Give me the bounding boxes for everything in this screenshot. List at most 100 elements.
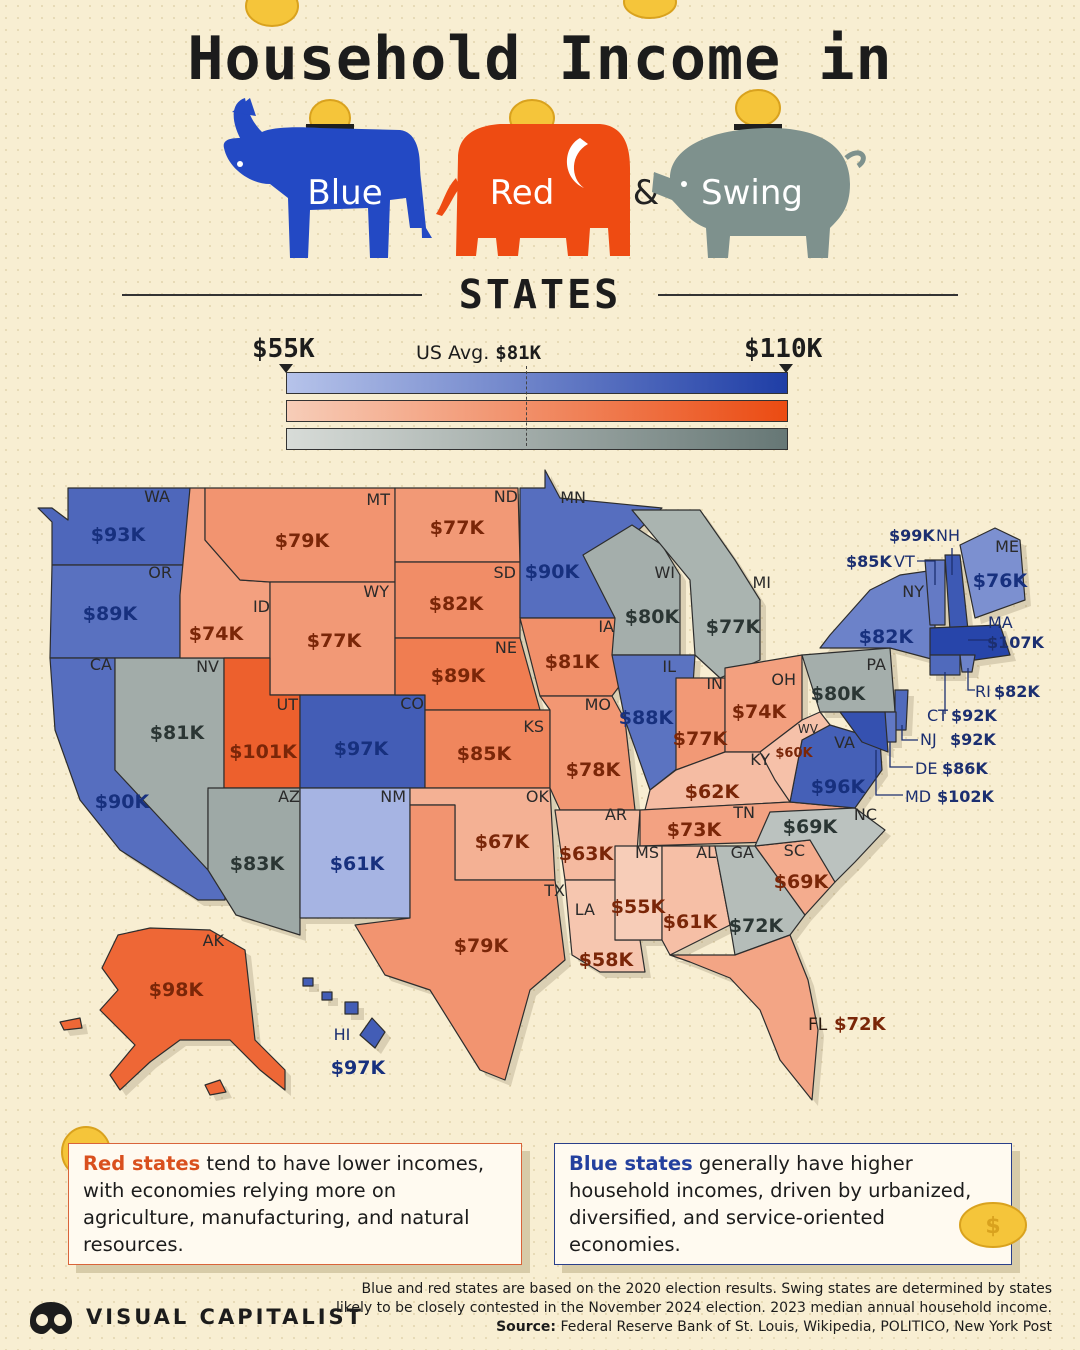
state-income-nc: $69K — [783, 816, 839, 838]
state-abbr-la: LA — [575, 900, 595, 919]
state-abbr-il: IL — [662, 657, 676, 676]
state-abbr-vt: VT — [894, 552, 915, 571]
state-income-ny: $82K — [859, 626, 915, 648]
state-abbr-nd: ND — [494, 487, 518, 506]
state-abbr-id: ID — [253, 597, 270, 616]
avg-text: US Avg. — [416, 342, 489, 364]
state-income-ak: $98K — [149, 979, 205, 1001]
state-income-va: $96K — [811, 776, 867, 798]
state-abbr-oh: OH — [771, 670, 796, 689]
state-ak — [100, 928, 285, 1090]
state-income-id: $74K — [189, 623, 245, 645]
note-blue-highlight: Blue states — [569, 1152, 693, 1175]
coin-icons-top — [0, 0, 1080, 30]
state-abbr-al: AL — [696, 843, 716, 862]
svg-text:$: $ — [985, 1214, 1000, 1239]
state-abbr-ak: AK — [203, 931, 225, 950]
state-abbr-md: MD — [905, 787, 931, 806]
footnote: Blue and red states are based on the 202… — [332, 1280, 1052, 1337]
state-abbr-me: ME — [995, 537, 1019, 556]
state-abbr-in: IN — [706, 674, 723, 693]
state-income-ok: $67K — [475, 831, 531, 853]
note-blue-states: Blue states generally have higher househ… — [554, 1143, 1012, 1265]
coin-icon-right: $ — [956, 1198, 1030, 1252]
state-abbr-fl: FL — [808, 1015, 828, 1035]
state-abbr-ne: NE — [495, 638, 517, 657]
us-map: WA$93KOR$89KCA$90KNV$81KID$74KMT$79KWY$7… — [0, 460, 1080, 1120]
state-abbr-mt: MT — [366, 490, 390, 509]
legend-bar-blue — [286, 372, 788, 394]
state-abbr-mi: MI — [752, 573, 771, 592]
legend-max-label: $110K — [744, 334, 822, 364]
state-income-nv: $81K — [150, 722, 206, 744]
state-income-nd: $77K — [430, 517, 486, 539]
source-label: Source: — [496, 1319, 556, 1335]
state-abbr-sd: SD — [494, 563, 516, 582]
party-mascots: Blue Red & Swing — [210, 88, 870, 268]
state-abbr-tx: TX — [543, 881, 565, 900]
state-income-ia: $81K — [545, 651, 601, 673]
state-income-ms: $55K — [611, 896, 667, 918]
state-income-mn: $90K — [525, 561, 581, 583]
state-abbr-ok: OK — [526, 787, 550, 806]
state-abbr-nh: NH — [936, 526, 960, 545]
state-abbr-pa: PA — [866, 655, 886, 674]
state-hi — [322, 992, 332, 1000]
state-income-oh: $74K — [732, 701, 788, 723]
blue-party-label: Blue — [307, 173, 382, 213]
state-income-nm: $61K — [330, 853, 386, 875]
state-abbr-nm: NM — [380, 787, 406, 806]
state-abbr-wa: WA — [144, 487, 170, 506]
state-income-md: $102K — [937, 787, 995, 806]
state-abbr-de: DE — [915, 759, 937, 778]
subtitle: STATES — [0, 272, 1080, 318]
state-income-wi: $80K — [625, 606, 681, 628]
state-income-tn: $73K — [667, 819, 723, 841]
state-income-hi: $97K — [331, 1057, 387, 1079]
state-income-az: $83K — [230, 853, 286, 875]
state-income-mt: $79K — [275, 530, 331, 552]
state-abbr-ga: GA — [731, 843, 754, 862]
state-fl — [670, 935, 818, 1100]
state-abbr-ia: IA — [598, 617, 614, 636]
state-income-ga: $72K — [729, 915, 785, 937]
legend-bar-red — [286, 400, 788, 422]
state-income-tx: $79K — [454, 935, 510, 957]
state-abbr-mn: MN — [560, 488, 586, 507]
state-abbr-az: AZ — [278, 787, 300, 806]
state-income-nh: $99K — [889, 526, 935, 545]
state-income-or: $89K — [83, 603, 139, 625]
state-income-de: $86K — [942, 759, 988, 778]
state-income-wy: $77K — [307, 630, 363, 652]
visual-capitalist-logo-icon — [26, 1298, 76, 1338]
state-abbr-ri: RI — [975, 682, 991, 701]
state-income-il: $88K — [619, 707, 675, 729]
state-abbr-nc: NC — [854, 805, 877, 824]
state-abbr-va: VA — [834, 733, 855, 752]
legend-avg-label: US Avg. $81K — [416, 342, 541, 364]
legend-bar-swing — [286, 428, 788, 450]
state-income-ca: $90K — [95, 791, 151, 813]
state-abbr-wi: WI — [654, 563, 675, 582]
state-abbr-nj: NJ — [920, 730, 937, 749]
brand-name: VISUAL CAPITALIST — [86, 1305, 364, 1329]
state-hi — [303, 978, 313, 986]
state-income-ks: $85K — [457, 743, 513, 765]
state-abbr-nv: NV — [196, 657, 219, 676]
state-income-ne: $89K — [431, 665, 487, 687]
state-abbr-hi: HI — [334, 1025, 351, 1044]
state-income-mi: $77K — [706, 616, 762, 638]
state-abbr-ar: AR — [605, 805, 627, 824]
state-income-vt: $85K — [846, 552, 892, 571]
state-income-pa: $80K — [811, 683, 867, 705]
note-red-highlight: Red states — [83, 1152, 200, 1175]
state-hi — [345, 1002, 358, 1014]
swing-party-label: Swing — [701, 173, 803, 213]
state-abbr-ct: CT — [927, 706, 948, 725]
legend-min-label: $55K — [252, 334, 315, 364]
state-income-me: $76K — [973, 570, 1029, 592]
state-abbr-co: CO — [400, 694, 424, 713]
state-income-ar: $63K — [559, 843, 615, 865]
state-abbr-ut: UT — [277, 695, 299, 714]
footnote-text: Blue and red states are based on the 202… — [336, 1281, 1052, 1316]
